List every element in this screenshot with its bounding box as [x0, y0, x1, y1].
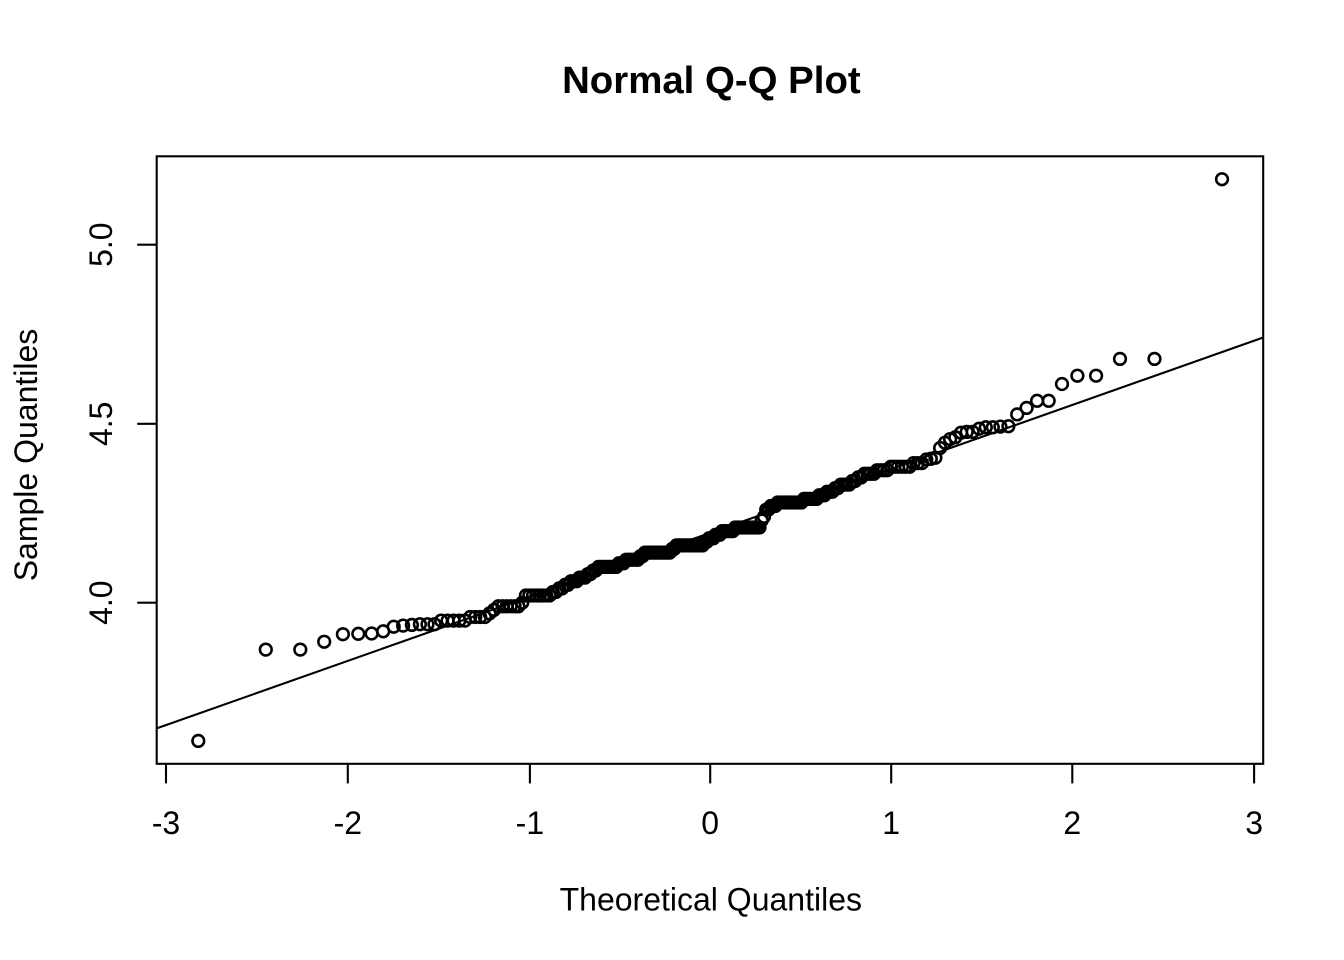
svg-text:2: 2	[1063, 805, 1081, 841]
svg-text:Theoretical Quantiles: Theoretical Quantiles	[560, 882, 862, 918]
svg-text:-3: -3	[152, 805, 180, 841]
svg-text:1: 1	[882, 805, 900, 841]
svg-text:Normal Q-Q Plot: Normal Q-Q Plot	[562, 59, 861, 102]
svg-text:3: 3	[1245, 805, 1263, 841]
svg-text:-2: -2	[334, 805, 362, 841]
svg-text:4.5: 4.5	[83, 402, 119, 446]
svg-text:0: 0	[701, 805, 719, 841]
svg-text:4.0: 4.0	[83, 580, 119, 624]
svg-text:-1: -1	[516, 805, 544, 841]
svg-text:5.0: 5.0	[83, 222, 119, 266]
svg-text:Sample Quantiles: Sample Quantiles	[8, 329, 44, 582]
